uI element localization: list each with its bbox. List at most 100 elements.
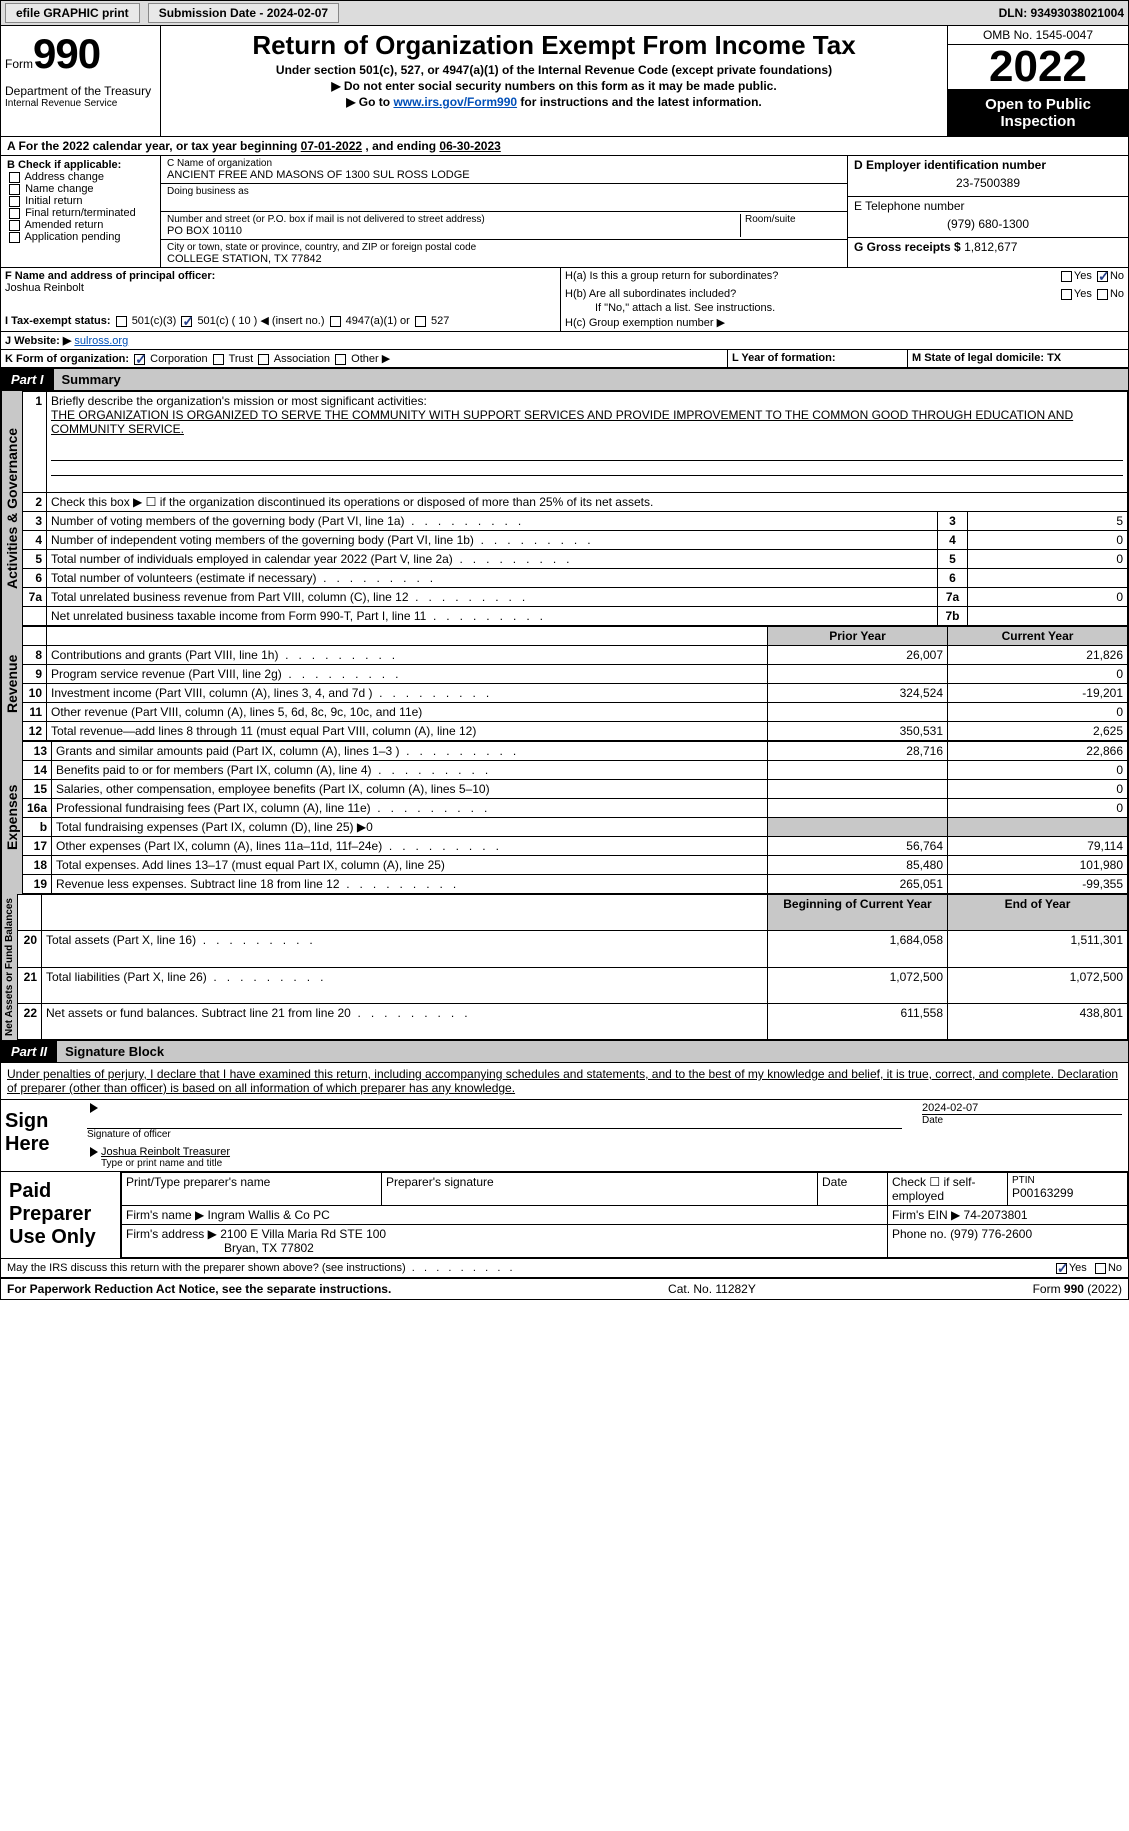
check-527[interactable] xyxy=(415,316,426,327)
line7a: Total unrelated business revenue from Pa… xyxy=(51,590,409,604)
l-label: L Year of formation: xyxy=(732,352,836,364)
part-ii-tag: Part II xyxy=(1,1041,57,1062)
prep-sig-label: Preparer's signature xyxy=(382,1173,818,1206)
form-number: 990 xyxy=(33,30,100,77)
part-i-header: Part I Summary xyxy=(1,368,1128,391)
entity-block: B Check if applicable: Address change Na… xyxy=(1,156,1128,268)
paid-preparer-block: Paid Preparer Use Only Print/Type prepar… xyxy=(1,1172,1128,1259)
page-footer: For Paperwork Reduction Act Notice, see … xyxy=(1,1278,1128,1299)
line20: Total assets (Part X, line 16) xyxy=(46,933,196,947)
tax-period: A For the 2022 calendar year, or tax yea… xyxy=(1,136,1128,156)
website-row: J Website: ▶ sulross.org xyxy=(1,332,1128,350)
discuss-yes[interactable] xyxy=(1056,1263,1067,1274)
preparer-table: Print/Type preparer's name Preparer's si… xyxy=(121,1172,1128,1258)
check-501c3[interactable] xyxy=(116,316,127,327)
submission-date: Submission Date - 2024-02-07 xyxy=(148,3,339,23)
m-state: M State of legal domicile: TX xyxy=(912,352,1061,364)
part-ii-title: Signature Block xyxy=(57,1041,1128,1062)
line3-value: 5 xyxy=(968,512,1128,531)
discuss-no[interactable] xyxy=(1095,1263,1106,1274)
sign-here-block: Sign Here Signature of officer 2024-02-0… xyxy=(1,1099,1128,1172)
line8: Contributions and grants (Part VIII, lin… xyxy=(51,648,278,662)
addr-label: Number and street (or P.O. box if mail i… xyxy=(167,214,736,225)
block-d: D Employer identification number 23-7500… xyxy=(848,156,1128,267)
sign-here: Sign Here xyxy=(1,1100,81,1166)
line12: Total revenue—add lines 8 through 11 (mu… xyxy=(51,724,476,738)
year-column: OMB No. 1545-0047 2022 Open to Public In… xyxy=(948,26,1128,136)
line16b: Total fundraising expenses (Part IX, col… xyxy=(56,820,373,834)
firm-ein: 74-2073801 xyxy=(964,1208,1028,1222)
prep-date-label: Date xyxy=(818,1173,888,1206)
officer-signed-name: Joshua Reinbolt Treasurer xyxy=(101,1146,230,1158)
warning2: ▶ Go to www.irs.gov/Form990 for instruct… xyxy=(169,95,939,109)
line7b: Net unrelated business taxable income fr… xyxy=(51,609,426,623)
check-trust[interactable] xyxy=(213,354,224,365)
check-501c[interactable] xyxy=(181,316,192,327)
check-app-pending[interactable] xyxy=(9,232,20,243)
form-header: Form990 Department of the Treasury Inter… xyxy=(1,26,1128,136)
officer-name: Joshua Reinbolt xyxy=(5,282,556,294)
revenue-table: Prior YearCurrent Year 8Contributions an… xyxy=(22,626,1128,741)
gross-receipts: 1,812,677 xyxy=(964,240,1017,254)
line21: Total liabilities (Part X, line 26) xyxy=(46,970,207,984)
ha-label: H(a) Is this a group return for subordin… xyxy=(565,270,778,282)
part-i-tag: Part I xyxy=(1,369,54,390)
line17: Other expenses (Part IX, column (A), lin… xyxy=(56,839,382,853)
expenses-section: Expenses 13Grants and similar amounts pa… xyxy=(1,741,1128,894)
pra-notice: For Paperwork Reduction Act Notice, see … xyxy=(7,1282,391,1296)
k-label: K Form of organization: xyxy=(5,353,129,365)
line22: Net assets or fund balances. Subtract li… xyxy=(46,1006,351,1020)
check-name-change[interactable] xyxy=(9,184,20,195)
col-end: End of Year xyxy=(948,895,1128,931)
open-public: Open to Public Inspection xyxy=(948,90,1128,136)
col-begin: Beginning of Current Year xyxy=(768,895,948,931)
warning1: ▶ Do not enter social security numbers o… xyxy=(169,79,939,93)
form-ref: Form 990 (2022) xyxy=(1033,1282,1122,1296)
b-heading: B Check if applicable: xyxy=(7,159,154,171)
telephone: (979) 680-1300 xyxy=(854,213,1122,235)
form-label: Form xyxy=(5,57,33,71)
tax-year: 2022 xyxy=(948,45,1128,90)
line5-value: 0 xyxy=(968,550,1128,569)
form-org-row: K Form of organization: Corporation Trus… xyxy=(1,350,1128,368)
firm-addr: 2100 E Villa Maria Rd STE 100 xyxy=(220,1227,386,1241)
street: PO BOX 10110 xyxy=(167,225,736,237)
org-name: ANCIENT FREE AND MASONS OF 1300 SUL ROSS… xyxy=(167,169,841,181)
paid-preparer-label: Paid Preparer Use Only xyxy=(1,1172,121,1258)
cat-no: Cat. No. 11282Y xyxy=(668,1282,756,1296)
ha-yes[interactable] xyxy=(1061,271,1072,282)
check-amended-return[interactable] xyxy=(9,220,20,231)
hb-yes[interactable] xyxy=(1061,289,1072,300)
hb-no[interactable] xyxy=(1097,289,1108,300)
form-title: Return of Organization Exempt From Incom… xyxy=(169,30,939,61)
line13: Grants and similar amounts paid (Part IX… xyxy=(56,744,399,758)
check-assoc[interactable] xyxy=(258,354,269,365)
activities-table: 1 Briefly describe the organization's mi… xyxy=(22,391,1128,626)
line7b-value xyxy=(968,607,1128,626)
form990-link[interactable]: www.irs.gov/Form990 xyxy=(393,95,517,109)
check-address-change[interactable] xyxy=(9,172,20,183)
check-initial-return[interactable] xyxy=(9,196,20,207)
line6-value xyxy=(968,569,1128,588)
form-subtitle: Under section 501(c), 527, or 4947(a)(1)… xyxy=(169,63,939,77)
check-corp[interactable] xyxy=(134,354,145,365)
ha-no[interactable] xyxy=(1097,271,1108,282)
top-bar: efile GRAPHIC print Submission Date - 20… xyxy=(1,1,1128,26)
check-final-return[interactable] xyxy=(9,208,20,219)
mission: THE ORGANIZATION IS ORGANIZED TO SERVE T… xyxy=(51,408,1073,436)
sig-date: 2024-02-07 xyxy=(922,1102,1122,1114)
self-employed: Check ☐ if self-employed xyxy=(888,1173,1008,1206)
vert-expenses: Expenses xyxy=(1,741,22,894)
firm-phone: (979) 776-2600 xyxy=(950,1227,1032,1241)
line10: Investment income (Part VIII, column (A)… xyxy=(51,686,372,700)
ptin: P00163299 xyxy=(1012,1186,1123,1200)
form-990: efile GRAPHIC print Submission Date - 20… xyxy=(0,0,1129,1300)
efile-print-button[interactable]: efile GRAPHIC print xyxy=(5,3,140,23)
check-4947[interactable] xyxy=(330,316,341,327)
j-label: J Website: ▶ xyxy=(5,335,74,347)
website-link[interactable]: sulross.org xyxy=(74,335,128,347)
line14: Benefits paid to or for members (Part IX… xyxy=(56,763,371,777)
check-other[interactable] xyxy=(335,354,346,365)
line7a-value: 0 xyxy=(968,588,1128,607)
gross-label: G Gross receipts $ xyxy=(854,240,961,254)
